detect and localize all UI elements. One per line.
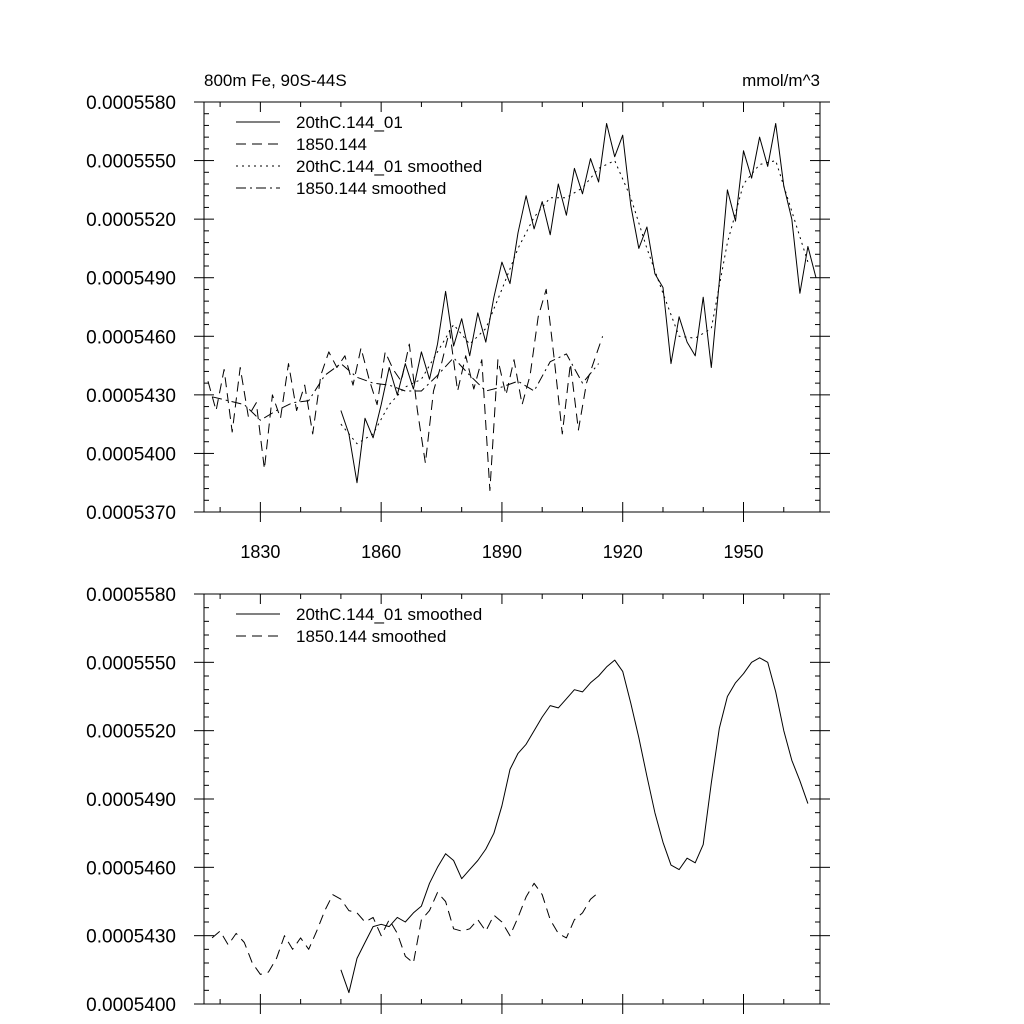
chart-title-left: 800m Fe, 90S-44S — [204, 71, 347, 90]
legend-label-2: 1850.144 smoothed — [296, 627, 446, 646]
series-line-3 — [340, 160, 809, 445]
x-tick-label: 1860 — [361, 542, 401, 562]
plot-frame — [203, 101, 821, 513]
y-tick-label: 0.0005580 — [86, 93, 176, 114]
plot-frame — [203, 593, 821, 1005]
legend-label-3: 20thC.144_01 smoothed — [296, 157, 482, 176]
y-tick-label: 0.0005370 — [86, 503, 176, 524]
x-tick-label: 1920 — [603, 542, 643, 562]
y-tick-label: 0.0005460 — [86, 327, 176, 348]
series-line-2 — [211, 882, 599, 975]
y-tick-label: 0.0005400 — [86, 444, 176, 465]
legend-label-1: 20thC.144_01 smoothed — [296, 605, 482, 624]
series-line-4 — [211, 353, 599, 421]
y-tick-label: 0.0005430 — [86, 386, 176, 407]
legend-label-4: 1850.144 smoothed — [296, 179, 446, 198]
series-line-2 — [207, 288, 604, 491]
y-tick-label: 0.0005550 — [86, 653, 176, 674]
y-tick-label: 0.0005430 — [86, 927, 176, 948]
y-tick-label: 0.0005400 — [86, 995, 176, 1016]
y-tick-label: 0.0005490 — [86, 269, 176, 290]
y-tick-label: 0.0005490 — [86, 790, 176, 811]
chart-title-right: mmol/m^3 — [742, 71, 820, 90]
bottom-chart: 0.0005400 0.0005430 0.0005460 0.0005490 0.00… — [86, 585, 830, 1016]
top-chart: 800m Fe, 90S-44S mmol/m^3 1830 1860 1890 19… — [86, 71, 830, 562]
legend-label-2: 1850.144 — [296, 135, 367, 154]
y-tick-label: 0.0005460 — [86, 858, 176, 879]
x-tick-label: 1950 — [723, 542, 763, 562]
y-tick-label: 0.0005580 — [86, 585, 176, 606]
y-tick-label: 0.0005520 — [86, 210, 176, 231]
legend-label-1: 20thC.144_01 — [296, 113, 403, 132]
y-tick-label: 0.0005550 — [86, 152, 176, 173]
y-tick-label: 0.0005520 — [86, 722, 176, 743]
x-tick-label: 1890 — [482, 542, 522, 562]
series-line-1 — [340, 657, 809, 994]
x-tick-label: 1830 — [240, 542, 280, 562]
